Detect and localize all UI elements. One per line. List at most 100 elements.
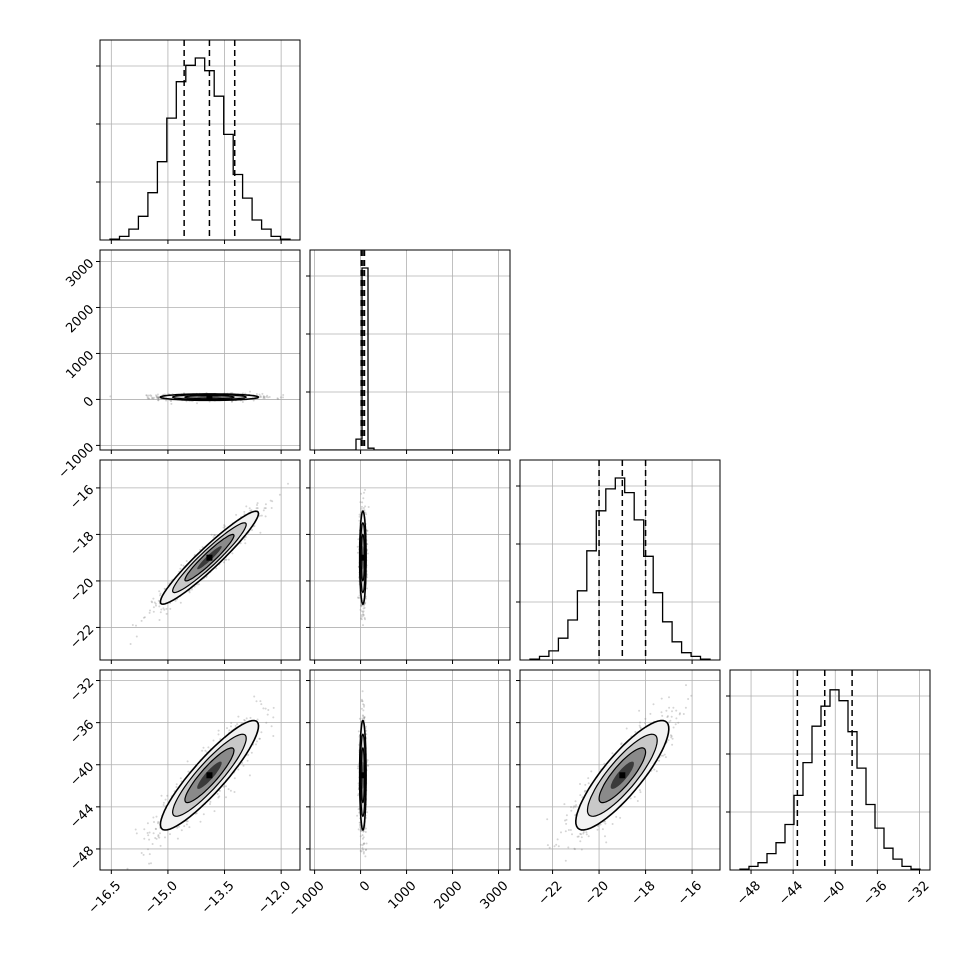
sample-point (151, 843, 154, 845)
sample-point (223, 561, 225, 564)
sample-point (259, 700, 262, 703)
sample-point (147, 834, 150, 837)
sample-point (258, 737, 261, 740)
sample-point (158, 605, 161, 608)
sample-point (199, 820, 202, 823)
sample-point (359, 501, 362, 504)
sample-point (210, 533, 213, 536)
sample-point (231, 552, 234, 555)
sample-point (248, 507, 251, 510)
sample-point (363, 717, 366, 720)
sample-point (262, 707, 265, 710)
sample-point (362, 604, 365, 607)
sample-point (162, 607, 165, 610)
sample-point (239, 542, 242, 545)
sample-point (226, 727, 228, 730)
sample-point (222, 785, 225, 788)
sample-point (155, 394, 157, 397)
sample-point (262, 397, 265, 399)
sample-point (356, 545, 359, 548)
sample-point (213, 810, 216, 813)
sample-point (256, 507, 259, 510)
sample-point (260, 731, 263, 734)
sample-point (157, 399, 160, 402)
sample-point (366, 543, 369, 546)
sample-point (176, 826, 179, 829)
sample-point (155, 837, 158, 840)
sample-point (611, 752, 614, 755)
sample-point (660, 697, 663, 700)
sample-point (157, 396, 160, 399)
sample-point (155, 395, 158, 398)
grid-lines (310, 670, 510, 870)
sample-point (169, 833, 171, 836)
sample-point (148, 862, 151, 865)
sample-point (361, 837, 364, 840)
sample-point (358, 821, 361, 824)
sample-point (230, 400, 233, 403)
sample-point (242, 764, 245, 767)
sample-point (361, 714, 364, 717)
sample-point (366, 764, 369, 767)
sample-point (216, 792, 219, 795)
sample-point (664, 756, 667, 759)
sample-point (577, 835, 580, 838)
sample-point (146, 397, 149, 400)
sample-point (218, 795, 221, 798)
sample-point (159, 832, 161, 835)
sample-point (157, 397, 160, 400)
sample-point (255, 507, 258, 510)
sample-point (362, 610, 365, 613)
sample-point (360, 604, 363, 607)
grid-lines (520, 460, 720, 660)
sample-point (170, 399, 173, 402)
sample-point (213, 534, 216, 537)
sample-point (362, 709, 365, 712)
sample-point (362, 843, 365, 846)
density-peak (206, 554, 213, 561)
sample-point (263, 507, 266, 510)
sample-point (268, 396, 271, 398)
sample-point (147, 394, 150, 397)
sample-point (670, 736, 673, 739)
sample-point (258, 737, 261, 740)
sample-point (644, 717, 647, 720)
sample-point (360, 507, 363, 510)
sample-point (165, 399, 168, 402)
sample-point (179, 601, 182, 604)
sample-point (182, 564, 185, 567)
sample-point (258, 393, 261, 396)
density-peak (359, 772, 366, 779)
sample-point (357, 765, 360, 768)
sample-point (357, 597, 360, 599)
sample-point (364, 488, 366, 491)
sample-point (157, 396, 160, 399)
sample-point (135, 635, 138, 638)
sample-point (674, 723, 677, 726)
sample-point (264, 707, 267, 710)
sample-point (237, 715, 240, 718)
sample-point (364, 597, 367, 600)
sample-point (362, 715, 365, 718)
sample-point (264, 515, 267, 518)
sample-point (155, 395, 158, 398)
sample-point (143, 837, 146, 840)
density-peak (206, 772, 213, 779)
sample-point (581, 796, 584, 799)
sample-point (249, 390, 251, 393)
sample-point (244, 719, 246, 722)
sample-point (140, 619, 143, 622)
sample-point (256, 504, 258, 506)
sample-point (185, 823, 188, 826)
sample-point (244, 536, 247, 538)
sample-point (143, 828, 146, 831)
sample-point (223, 525, 226, 528)
sample-point (150, 862, 152, 865)
sample-point (259, 396, 262, 399)
sample-point (359, 849, 362, 852)
sample-point (366, 576, 369, 579)
sample-point (249, 509, 252, 512)
sample-point (255, 393, 258, 395)
grid-lines (310, 460, 510, 660)
density-peak (206, 394, 213, 401)
